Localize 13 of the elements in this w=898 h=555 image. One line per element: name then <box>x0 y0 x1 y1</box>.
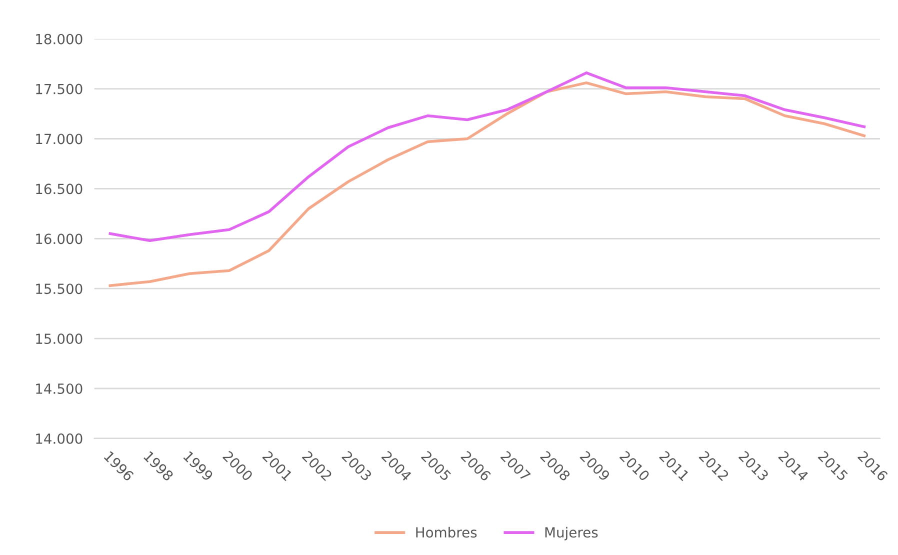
y-tick-label: 15.500 <box>36 284 82 294</box>
y-tick-label: 17.000 <box>36 134 82 144</box>
y-tick-label: 18.000 <box>36 34 82 44</box>
y-tick-label: 14.000 <box>36 433 82 444</box>
line-series <box>108 81 866 287</box>
y-tick-label: 15.000 <box>36 334 82 344</box>
y-tick-label: 16.500 <box>36 184 82 194</box>
legend-label: Mujeres <box>545 526 598 540</box>
y-tick-label: 16.000 <box>36 234 82 244</box>
y-tick-label: 14.500 <box>36 383 82 394</box>
line-series <box>108 71 866 242</box>
legend-label: Hombres <box>416 526 477 538</box>
y-tick-label: 17.500 <box>36 84 82 94</box>
